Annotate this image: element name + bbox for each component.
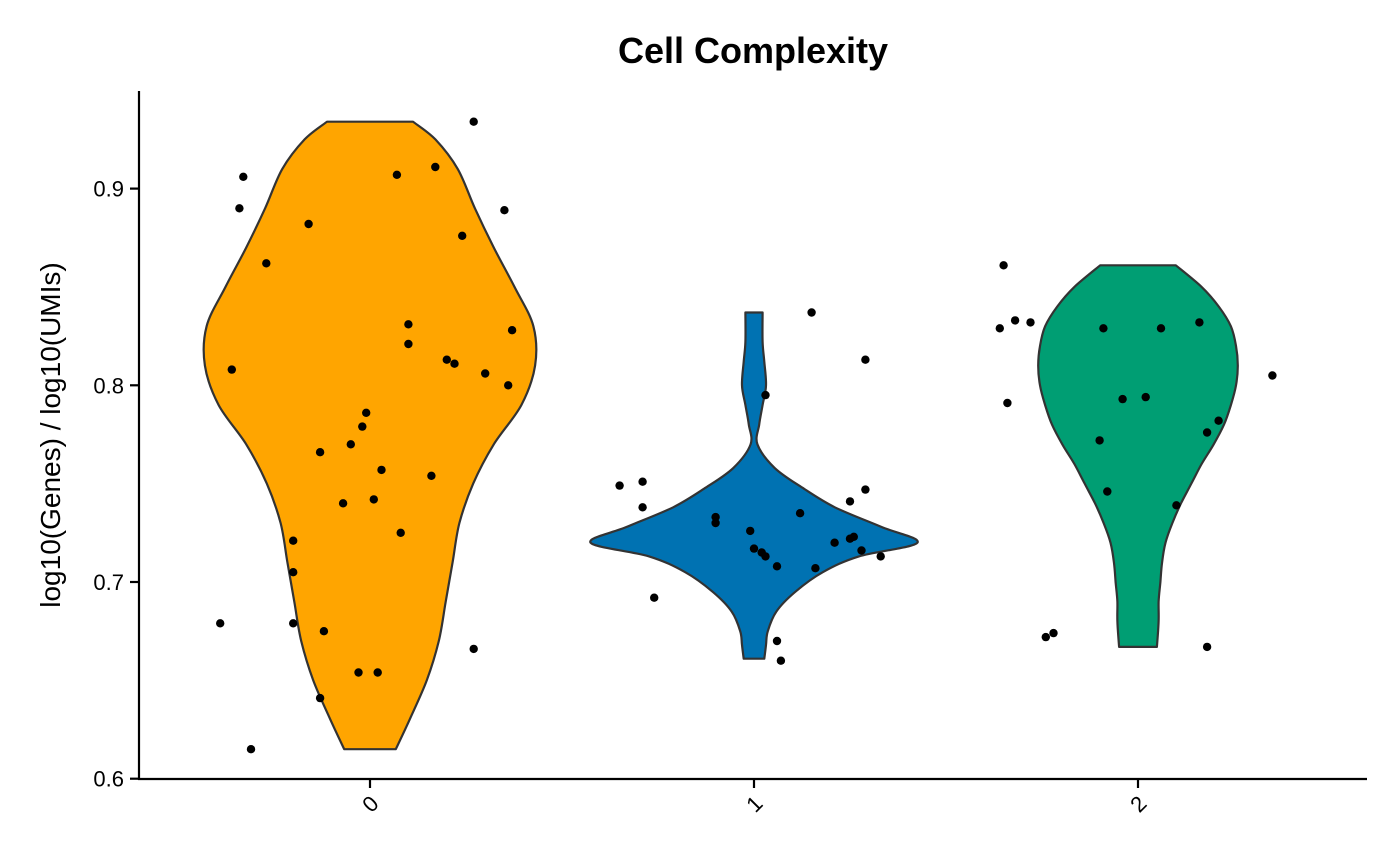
- data-point-2-12: [1214, 416, 1223, 425]
- data-point-1-10: [711, 518, 720, 528]
- data-point-2-5: [1156, 324, 1166, 333]
- y-axis-label: log10(Genes) / log10(UMIs): [35, 262, 66, 607]
- data-point-1-7: [638, 503, 647, 512]
- violin-1: [589, 311, 919, 660]
- data-point-1-6: [845, 497, 855, 506]
- data-point-0-31: [469, 644, 478, 654]
- y-tick-label-1: 0.7: [93, 570, 124, 595]
- data-point-0-9: [458, 231, 467, 240]
- data-point-1-5: [861, 485, 870, 494]
- data-point-1-3: [638, 477, 647, 486]
- data-point-2-3: [1026, 318, 1035, 327]
- data-point-2-15: [1172, 501, 1181, 510]
- y-tick-label-0: 0.6: [93, 767, 124, 792]
- data-point-0-11: [404, 320, 413, 329]
- data-point-1-14: [830, 538, 839, 547]
- data-point-1-22: [650, 593, 659, 602]
- data-point-0-24: [369, 495, 378, 504]
- data-point-0-30: [319, 627, 329, 636]
- data-point-0-13: [442, 355, 451, 364]
- data-point-0-28: [216, 619, 225, 628]
- data-point-0-20: [315, 448, 325, 457]
- data-point-1-18: [876, 552, 885, 561]
- data-point-0-29: [289, 619, 298, 628]
- data-point-2-16: [1041, 632, 1051, 642]
- data-point-2-7: [1268, 371, 1277, 380]
- data-point-1-21: [811, 564, 820, 573]
- data-point-1-17: [761, 552, 770, 561]
- data-point-1-23: [772, 636, 782, 646]
- data-point-2-17: [1049, 628, 1058, 638]
- data-point-0-6: [431, 162, 440, 172]
- data-point-0-14: [450, 359, 459, 368]
- x-ticks: 0 1 2: [357, 779, 1152, 817]
- data-point-0-21: [377, 465, 386, 475]
- data-point-0-26: [289, 536, 298, 545]
- data-point-0-27: [289, 568, 298, 577]
- data-point-0-2: [262, 259, 271, 268]
- data-point-1-13: [845, 534, 855, 543]
- data-point-0-10: [507, 326, 517, 335]
- violin-0: [202, 120, 538, 751]
- data-point-2-9: [1118, 394, 1127, 404]
- data-point-2-6: [1195, 318, 1204, 327]
- data-point-2-2: [1010, 316, 1020, 325]
- data-point-0-34: [315, 693, 325, 703]
- data-point-0-22: [427, 471, 436, 480]
- data-point-2-4: [1099, 324, 1108, 333]
- data-point-0-1: [235, 204, 244, 213]
- data-point-2-0: [999, 261, 1008, 270]
- data-point-1-19: [857, 546, 866, 555]
- data-point-0-18: [358, 422, 367, 431]
- data-point-1-15: [749, 544, 759, 553]
- data-point-0-15: [481, 369, 490, 378]
- data-point-0-33: [373, 668, 382, 677]
- data-point-1-24: [776, 656, 786, 665]
- data-point-0-35: [246, 745, 256, 754]
- data-point-1-0: [807, 308, 816, 317]
- data-point-2-10: [1141, 392, 1150, 402]
- data-point-2-14: [1103, 487, 1112, 496]
- violin-2: [1037, 264, 1239, 648]
- data-point-0-19: [346, 440, 355, 449]
- data-point-1-1: [861, 355, 870, 364]
- data-point-0-4: [227, 365, 236, 374]
- data-point-2-1: [995, 324, 1004, 333]
- data-point-0-0: [239, 172, 248, 181]
- y-ticks: 0.6 0.7 0.8 0.9: [93, 177, 139, 792]
- data-point-0-3: [304, 219, 313, 229]
- data-point-1-11: [746, 526, 755, 536]
- data-point-1-9: [711, 512, 720, 522]
- y-tick-label-3: 0.9: [93, 177, 124, 202]
- data-point-0-8: [500, 206, 509, 215]
- data-point-0-23: [338, 499, 348, 508]
- data-point-2-8: [1003, 398, 1012, 408]
- data-point-0-32: [354, 668, 363, 677]
- data-point-2-11: [1095, 436, 1104, 445]
- data-point-1-8: [795, 509, 805, 518]
- data-point-0-17: [362, 408, 371, 417]
- x-tick-label-1: 1: [741, 791, 767, 817]
- chart-title: Cell Complexity: [618, 30, 888, 71]
- points-layer: [216, 117, 1277, 754]
- data-point-0-25: [396, 528, 405, 537]
- data-point-1-4: [615, 481, 624, 490]
- axes-layer: [137, 91, 1367, 781]
- data-point-0-12: [404, 339, 413, 349]
- x-tick-label-2: 2: [1125, 791, 1151, 817]
- data-point-2-13: [1202, 428, 1212, 437]
- data-point-0-16: [504, 381, 513, 390]
- y-tick-label-2: 0.8: [93, 373, 124, 398]
- data-point-0-7: [469, 117, 478, 126]
- data-point-1-2: [761, 390, 770, 400]
- data-point-0-5: [392, 170, 402, 179]
- x-tick-label-0: 0: [357, 791, 383, 817]
- data-point-2-18: [1202, 642, 1212, 652]
- violins-layer: [202, 120, 1239, 751]
- data-point-1-20: [772, 562, 782, 571]
